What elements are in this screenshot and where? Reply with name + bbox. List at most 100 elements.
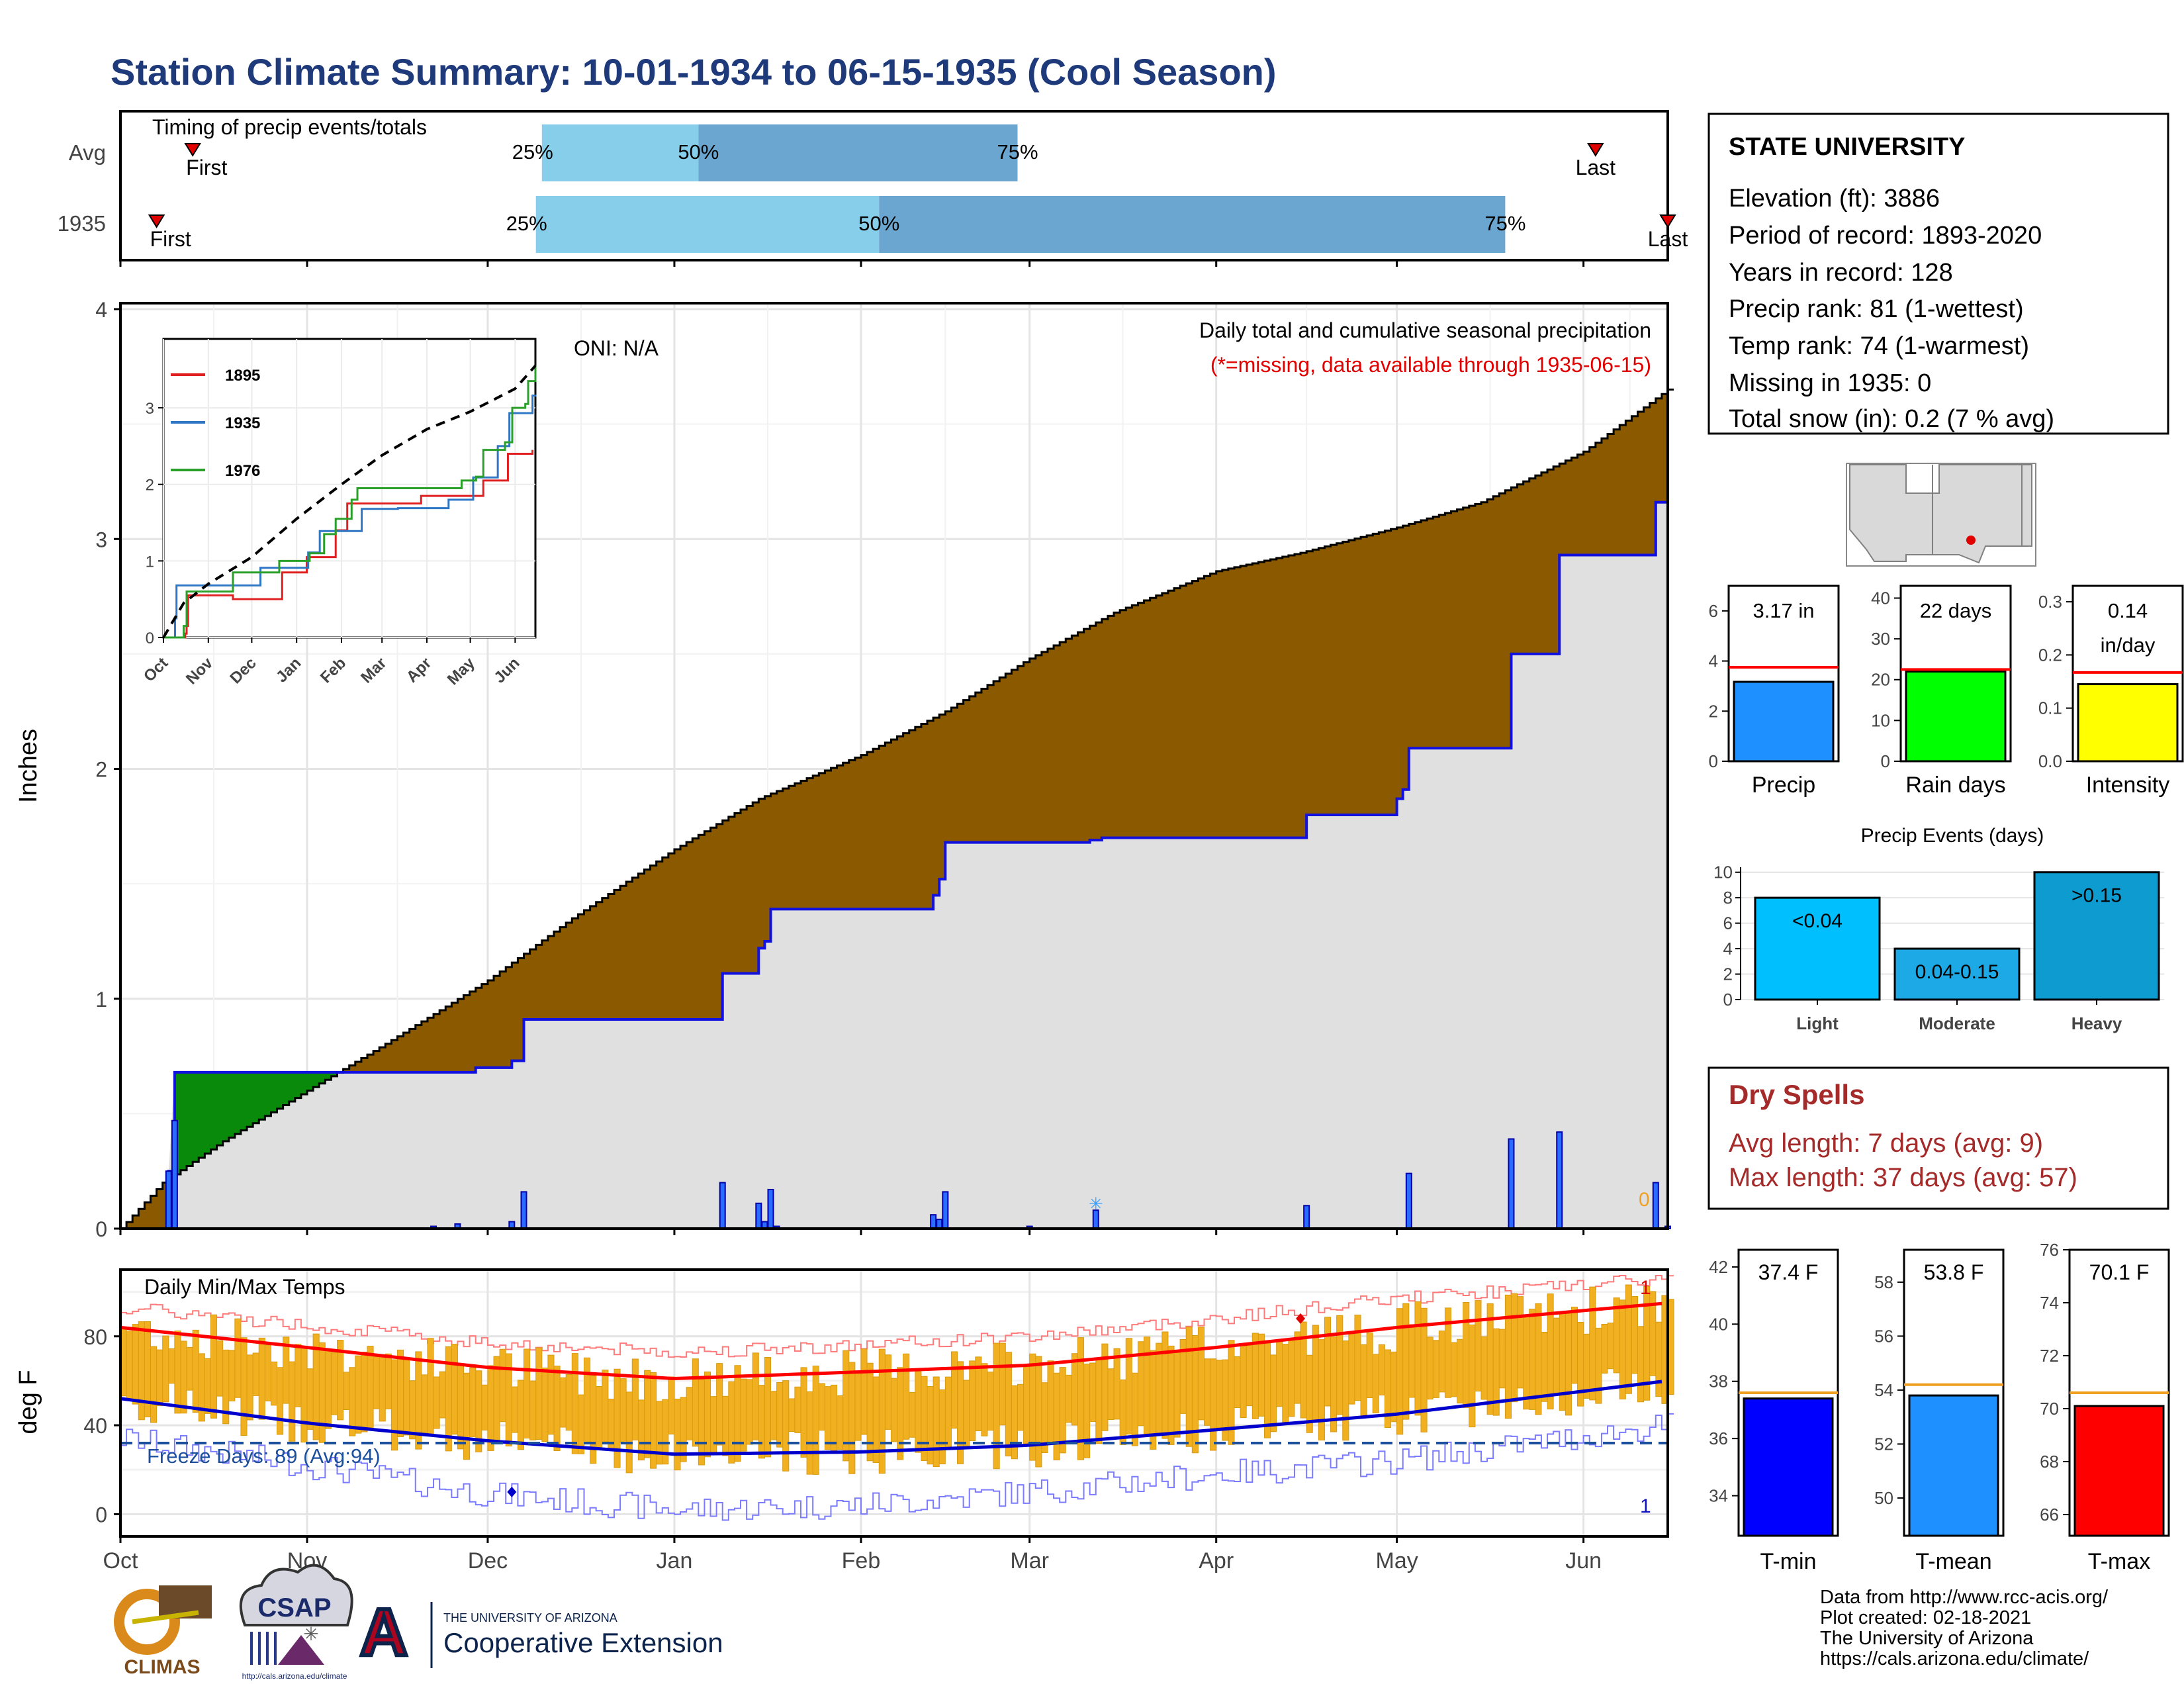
events-y-tick-label: 2 xyxy=(1723,964,1733,984)
temp-summary-y-tick-label: 38 xyxy=(1709,1372,1728,1391)
record-low-marker-icon xyxy=(507,1486,517,1497)
precip-y-tick-label: 2 xyxy=(95,758,107,782)
temp-summary-y-tick-label: 72 xyxy=(2040,1346,2059,1366)
x-month-label: Apr xyxy=(1199,1548,1234,1573)
timing-title: Timing of precip events/totals xyxy=(152,115,427,139)
events-y-tick-label: 10 xyxy=(1713,863,1733,882)
station-location-marker xyxy=(1966,536,1976,545)
x-month-label: Oct xyxy=(103,1548,138,1573)
x-month-label: Jun xyxy=(1565,1548,1602,1573)
x-month-label: Feb xyxy=(842,1548,881,1573)
timing-q50-label: 50% xyxy=(858,212,899,235)
temp-summary-y-tick-label: 58 xyxy=(1874,1272,1893,1292)
daily-precip-bar xyxy=(520,1191,527,1229)
temp-summary-bar-t-min xyxy=(1743,1397,1834,1537)
summary-value-label: in/day xyxy=(2101,633,2156,657)
temp-summary-bar-t-max xyxy=(2073,1405,2165,1537)
last-event-label: Last xyxy=(1576,156,1616,179)
first-event-marker-icon xyxy=(184,143,201,157)
record-high-count: 1 xyxy=(1640,1277,1651,1299)
events-y-tick-label: 6 xyxy=(1723,914,1733,933)
above-average-fill xyxy=(168,1072,343,1179)
daily-precip-bar xyxy=(755,1202,762,1229)
climas-logo-ring xyxy=(114,1589,180,1655)
events-y-tick-label: 0 xyxy=(1723,990,1733,1009)
dry-spells-box: Dry Spells Avg length: 7 days (avg: 9) M… xyxy=(1707,1066,2169,1210)
daily-precip-bar xyxy=(165,1170,172,1229)
credit-university: The University of Arizona xyxy=(1820,1628,2034,1649)
inset-frame xyxy=(162,338,537,639)
cumulative-1935-area xyxy=(120,500,1668,1229)
precip-events-plot: 0 2 4 6 8 10 <0.04 Light 0.04-0.15 Moderate >0.15 H… xyxy=(1713,863,2164,1033)
events-bar-light xyxy=(1754,896,1881,1001)
precip-y-tick-label: 0 xyxy=(95,1217,107,1241)
timing-q75-label: 75% xyxy=(997,140,1038,164)
page-title: Station Climate Summary: 10-01-1934 to 0… xyxy=(111,51,1277,93)
temp-y-tick-label: 80 xyxy=(83,1325,107,1349)
temp-y-tick-label: 0 xyxy=(95,1503,107,1526)
timing-row-avg-label: Avg xyxy=(69,140,106,165)
x-month-label: Mar xyxy=(1010,1548,1049,1573)
timing-q25-q50-bar xyxy=(535,196,880,253)
events-bar-moderate xyxy=(1893,947,2021,1001)
summary-axis-label: Precip xyxy=(1752,773,1815,798)
temp-summary-axis-label: T-mean xyxy=(1915,1549,1991,1574)
station-info-box: STATE UNIVERSITY Elevation (ft): 3886 Pe… xyxy=(1707,113,2169,435)
summary-y-tick-label: 0.0 xyxy=(2038,751,2062,771)
summary-bar-rain-days xyxy=(1905,670,2007,763)
last-event-marker-icon xyxy=(1587,143,1604,157)
timing-panel: Timing of precip events/totals 25% 50% 75%… xyxy=(58,110,1688,267)
temp-summary-value-label: 53.8 F xyxy=(1924,1260,1984,1284)
summary-y-tick-label: 10 xyxy=(1871,710,1890,730)
inset-series-1935 xyxy=(163,395,537,639)
inset-legend-label: 1935 xyxy=(225,414,260,432)
inset-legend-label: 1895 xyxy=(225,367,260,385)
temp-summary-y-tick-label: 56 xyxy=(1874,1326,1893,1346)
station-temp-rank: Temp rank: 74 (1-warmest) xyxy=(1729,332,2029,360)
events-bar-label: >0.15 xyxy=(2071,885,2122,907)
record-max-line xyxy=(120,1274,1674,1358)
temp-summary-value-label: 70.1 F xyxy=(2089,1260,2150,1284)
temp-summary-axis-label: T-max xyxy=(2088,1549,2150,1574)
temp-summary-y-tick-label: 68 xyxy=(2040,1452,2059,1472)
ua-a-icon: A xyxy=(360,1595,408,1669)
temp-panel-frame xyxy=(119,1268,1669,1538)
precip-events-chart: Precip Events (days) 0 2 4 6 8 10 <0.04 Light 0.… xyxy=(1713,825,2164,1033)
daily-precip-bar xyxy=(936,1219,943,1229)
record-min-line xyxy=(120,1413,1674,1521)
summary-y-tick-label: 6 xyxy=(1709,601,1718,621)
station-missing: Missing in 1935: 0 xyxy=(1729,369,1931,397)
precip-events-title: Precip Events (days) xyxy=(1861,825,2044,847)
temp-series xyxy=(120,1274,1674,1521)
temp-y-axis-label: deg F xyxy=(15,1370,42,1434)
precip-axes: 0 1 2 3 4 xyxy=(95,298,1585,1241)
daily-precip-bar xyxy=(930,1214,937,1230)
x-month-label: Jan xyxy=(657,1548,693,1573)
timing-q25-q50-bar xyxy=(541,124,699,181)
climas-logo: CLIMAS xyxy=(114,1585,212,1678)
climas-logo-stroke xyxy=(132,1610,199,1624)
temp-panel-title: Daily Min/Max Temps xyxy=(144,1275,345,1299)
csap-cloud xyxy=(239,1564,353,1626)
credit-url: https://cals.arizona.edu/climate/ xyxy=(1820,1648,2089,1669)
inset-series-1976 xyxy=(163,365,537,639)
summary-y-tick-label: 0.2 xyxy=(2038,645,2062,665)
precip-panel: ✳ 0 1 2 3 4 Inches ONI: N/A Daily total and … xyxy=(15,298,1674,1241)
temp-summary-y-tick-label: 40 xyxy=(1709,1314,1728,1334)
daily-precip-bar xyxy=(942,1191,949,1229)
csap-rain-icon xyxy=(250,1632,277,1665)
daily-precip-bar xyxy=(767,1188,774,1230)
summary-bar-precip xyxy=(1733,680,1835,763)
footer: CLIMAS CSAP ✳ http://cals.arizona.edu/cl… xyxy=(114,1564,2109,1681)
timing-q75-label: 75% xyxy=(1484,212,1525,235)
events-bar-heavy xyxy=(2033,871,2160,1001)
ua-logo: A THE UNIVERSITY OF ARIZONA Cooperative … xyxy=(358,1593,723,1671)
csap-logo-text: CSAP xyxy=(257,1593,331,1622)
average-max-temp-line xyxy=(120,1301,1662,1381)
timing-rows: 25% 50% 75% First Last 25% 50% 75% First Last xyxy=(119,124,1688,267)
station-precip-rank: Precip rank: 81 (1-wettest) xyxy=(1729,295,2024,323)
timing-q50-label: 50% xyxy=(678,140,719,164)
events-bar-label: <0.04 xyxy=(1792,910,1843,932)
